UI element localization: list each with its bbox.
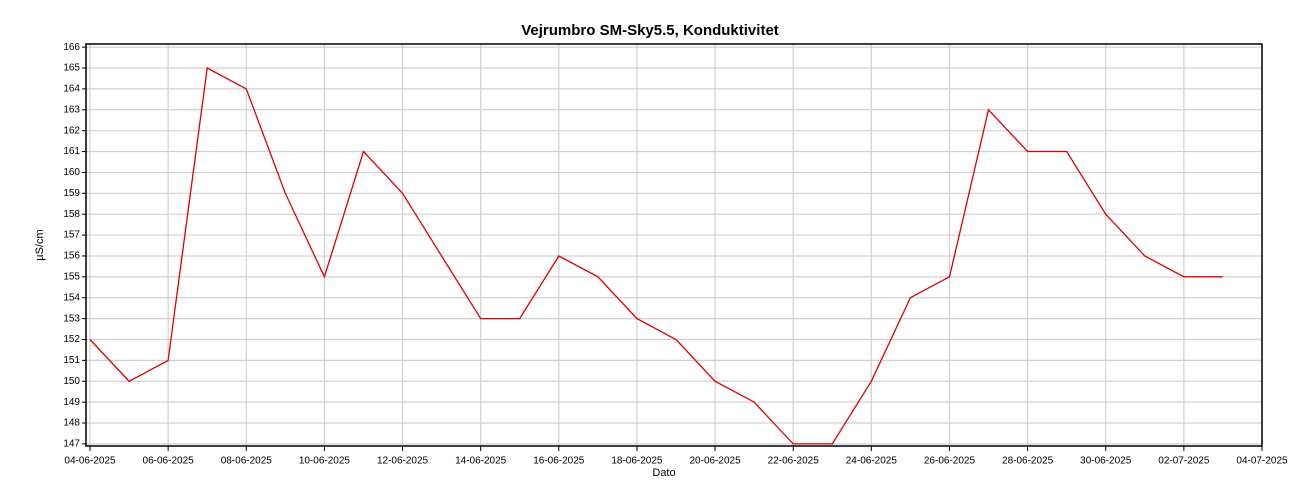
y-tick-label: 158 xyxy=(63,209,80,220)
y-tick-label: 157 xyxy=(63,230,80,241)
x-tick-label: 08-06-2025 xyxy=(221,456,273,467)
chart-title: Vejrumbro SM-Sky5.5, Konduktivitet xyxy=(521,22,779,39)
y-tick-label: 150 xyxy=(63,376,80,387)
x-axis-label: Dato xyxy=(652,467,675,479)
x-tick-label: 28-06-2025 xyxy=(1002,456,1054,467)
y-tick-label: 163 xyxy=(63,104,80,115)
y-tick-label: 159 xyxy=(63,188,80,199)
y-tick-label: 160 xyxy=(63,167,80,178)
x-tick-label: 04-06-2025 xyxy=(64,456,116,467)
y-tick-label: 165 xyxy=(63,63,80,74)
x-tick-label: 26-06-2025 xyxy=(924,456,976,467)
y-tick-label: 155 xyxy=(63,271,80,282)
y-tick-label: 161 xyxy=(63,146,80,157)
x-tick-label: 30-06-2025 xyxy=(1080,456,1132,467)
x-tick-label: 04-07-2025 xyxy=(1236,456,1288,467)
y-tick-label: 164 xyxy=(63,84,80,95)
plot-frame xyxy=(85,43,1263,447)
y-tick-label: 156 xyxy=(63,251,80,262)
y-tick-label: 166 xyxy=(63,42,80,53)
x-tick-label: 24-06-2025 xyxy=(846,456,898,467)
y-tick-label: 151 xyxy=(63,355,80,366)
x-tick-label: 12-06-2025 xyxy=(377,456,429,467)
y-axis-label: µS/cm xyxy=(34,229,46,260)
x-tick-label: 14-06-2025 xyxy=(455,456,507,467)
x-tick-label: 18-06-2025 xyxy=(611,456,663,467)
y-tick-label: 162 xyxy=(63,125,80,136)
x-tick-label: 02-07-2025 xyxy=(1158,456,1210,467)
x-tick-label: 06-06-2025 xyxy=(143,456,195,467)
y-tick-label: 147 xyxy=(63,439,80,450)
y-tick-label: 153 xyxy=(63,313,80,324)
x-tick-label: 22-06-2025 xyxy=(768,456,820,467)
y-tick-label: 149 xyxy=(63,397,80,408)
y-tick-label: 148 xyxy=(63,418,80,429)
x-tick-label: 16-06-2025 xyxy=(533,456,585,467)
y-tick-label: 152 xyxy=(63,334,80,345)
y-tick-label: 154 xyxy=(63,292,80,303)
data-line xyxy=(89,66,1223,445)
x-tick-label: 10-06-2025 xyxy=(299,456,351,467)
x-tick-label: 20-06-2025 xyxy=(689,456,741,467)
